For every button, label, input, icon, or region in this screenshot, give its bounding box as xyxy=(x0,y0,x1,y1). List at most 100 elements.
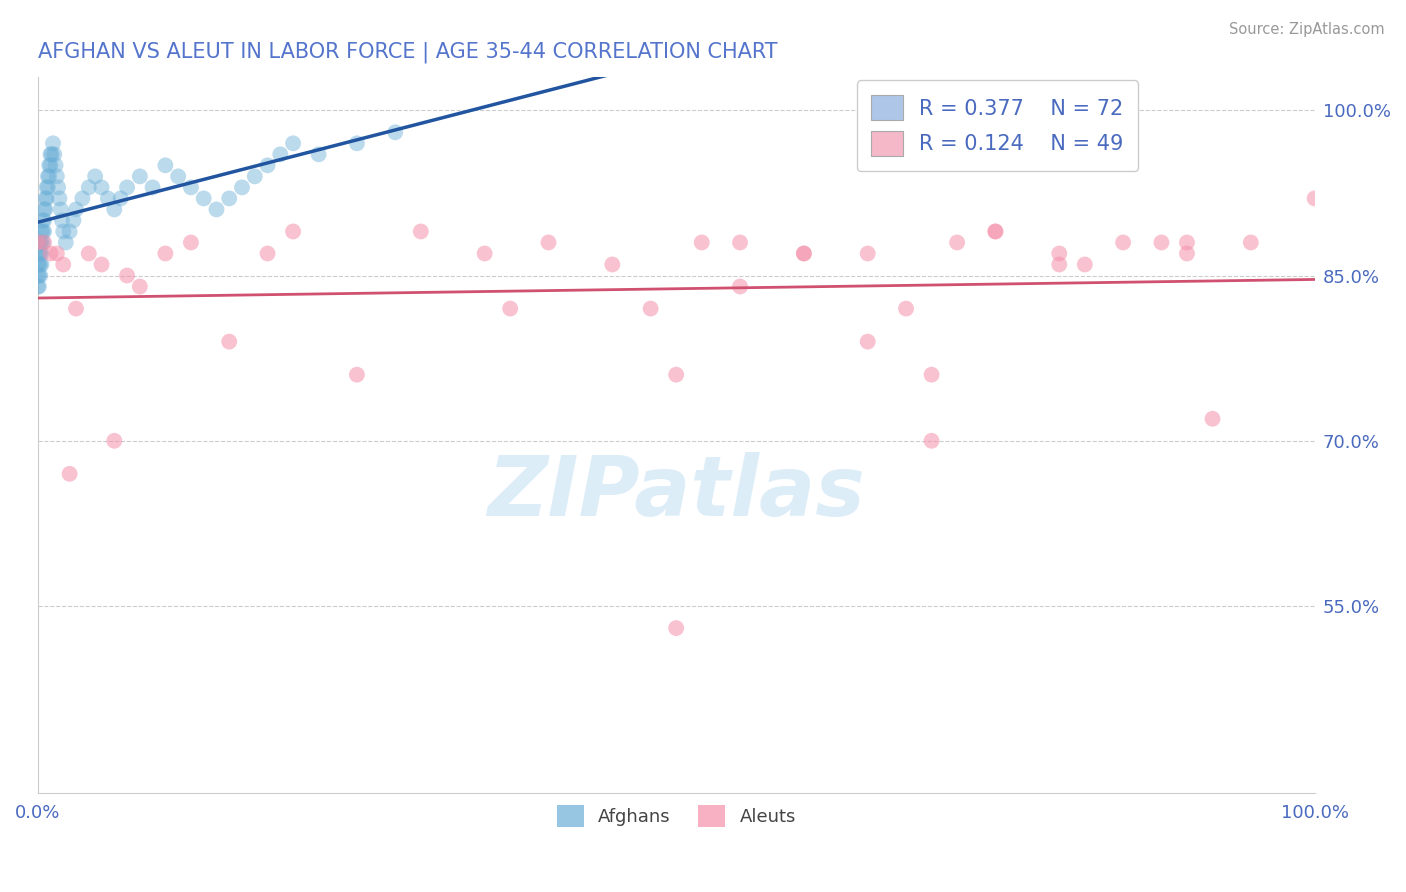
Point xyxy=(38,169,60,184)
Point xyxy=(793,246,815,260)
Point xyxy=(31,224,53,238)
Point xyxy=(65,301,87,316)
Point xyxy=(27,235,49,250)
Point xyxy=(27,268,49,283)
Point xyxy=(921,368,943,382)
Point xyxy=(30,246,52,260)
Point xyxy=(45,246,67,260)
Point xyxy=(103,434,125,448)
Point xyxy=(37,180,59,194)
Point xyxy=(32,224,55,238)
Point xyxy=(31,258,53,272)
Legend: Afghans, Aleuts: Afghans, Aleuts xyxy=(550,798,803,834)
Point xyxy=(409,224,432,238)
Point xyxy=(155,246,177,260)
Point xyxy=(110,191,132,205)
Point xyxy=(31,224,53,238)
Point xyxy=(115,180,138,194)
Point xyxy=(55,235,77,250)
Point xyxy=(28,258,51,272)
Point xyxy=(31,213,53,227)
Point xyxy=(665,621,688,635)
Point xyxy=(1201,411,1223,425)
Point xyxy=(39,158,62,172)
Point xyxy=(231,180,253,194)
Point xyxy=(167,169,190,184)
Point xyxy=(142,180,165,194)
Point xyxy=(856,334,879,349)
Point xyxy=(856,246,879,260)
Point xyxy=(193,191,215,205)
Point xyxy=(27,279,49,293)
Point xyxy=(180,180,202,194)
Point xyxy=(1047,258,1070,272)
Point xyxy=(984,224,1007,238)
Point xyxy=(32,213,55,227)
Point xyxy=(28,279,51,293)
Text: Source: ZipAtlas.com: Source: ZipAtlas.com xyxy=(1229,22,1385,37)
Point xyxy=(31,235,53,250)
Point xyxy=(690,235,713,250)
Point xyxy=(921,434,943,448)
Point xyxy=(281,224,304,238)
Point xyxy=(90,180,112,194)
Point xyxy=(28,268,51,283)
Point xyxy=(155,158,177,172)
Point xyxy=(346,368,368,382)
Point xyxy=(35,191,58,205)
Point xyxy=(269,147,291,161)
Point xyxy=(474,246,496,260)
Point xyxy=(128,279,150,293)
Point xyxy=(52,224,75,238)
Point xyxy=(128,169,150,184)
Point xyxy=(243,169,266,184)
Point xyxy=(34,202,56,217)
Point xyxy=(1175,235,1198,250)
Point xyxy=(41,147,63,161)
Point xyxy=(256,246,278,260)
Point xyxy=(602,258,624,272)
Point xyxy=(281,136,304,151)
Point xyxy=(84,169,107,184)
Point xyxy=(1303,191,1326,205)
Point xyxy=(1112,235,1135,250)
Point xyxy=(62,213,84,227)
Point xyxy=(72,191,94,205)
Point xyxy=(39,147,62,161)
Point xyxy=(51,213,73,227)
Point xyxy=(49,202,72,217)
Text: AFGHAN VS ALEUT IN LABOR FORCE | AGE 35-44 CORRELATION CHART: AFGHAN VS ALEUT IN LABOR FORCE | AGE 35-… xyxy=(38,42,778,63)
Point xyxy=(45,169,67,184)
Point xyxy=(28,235,51,250)
Point xyxy=(90,258,112,272)
Point xyxy=(218,334,240,349)
Point xyxy=(30,268,52,283)
Point xyxy=(665,368,688,382)
Point xyxy=(34,191,56,205)
Point xyxy=(537,235,560,250)
Point xyxy=(52,258,75,272)
Point xyxy=(793,246,815,260)
Point xyxy=(218,191,240,205)
Point xyxy=(59,467,82,481)
Point xyxy=(894,301,917,316)
Point xyxy=(984,224,1007,238)
Point xyxy=(308,147,330,161)
Point xyxy=(1047,246,1070,260)
Point xyxy=(59,224,82,238)
Point xyxy=(946,235,969,250)
Point xyxy=(30,235,52,250)
Point xyxy=(1150,235,1173,250)
Text: ZIPatlas: ZIPatlas xyxy=(488,452,865,533)
Point xyxy=(32,202,55,217)
Point xyxy=(180,235,202,250)
Point xyxy=(42,136,65,151)
Point xyxy=(27,246,49,260)
Point xyxy=(77,180,100,194)
Point xyxy=(31,235,53,250)
Point xyxy=(31,246,53,260)
Point xyxy=(38,158,60,172)
Point xyxy=(256,158,278,172)
Point xyxy=(384,125,406,139)
Point xyxy=(97,191,120,205)
